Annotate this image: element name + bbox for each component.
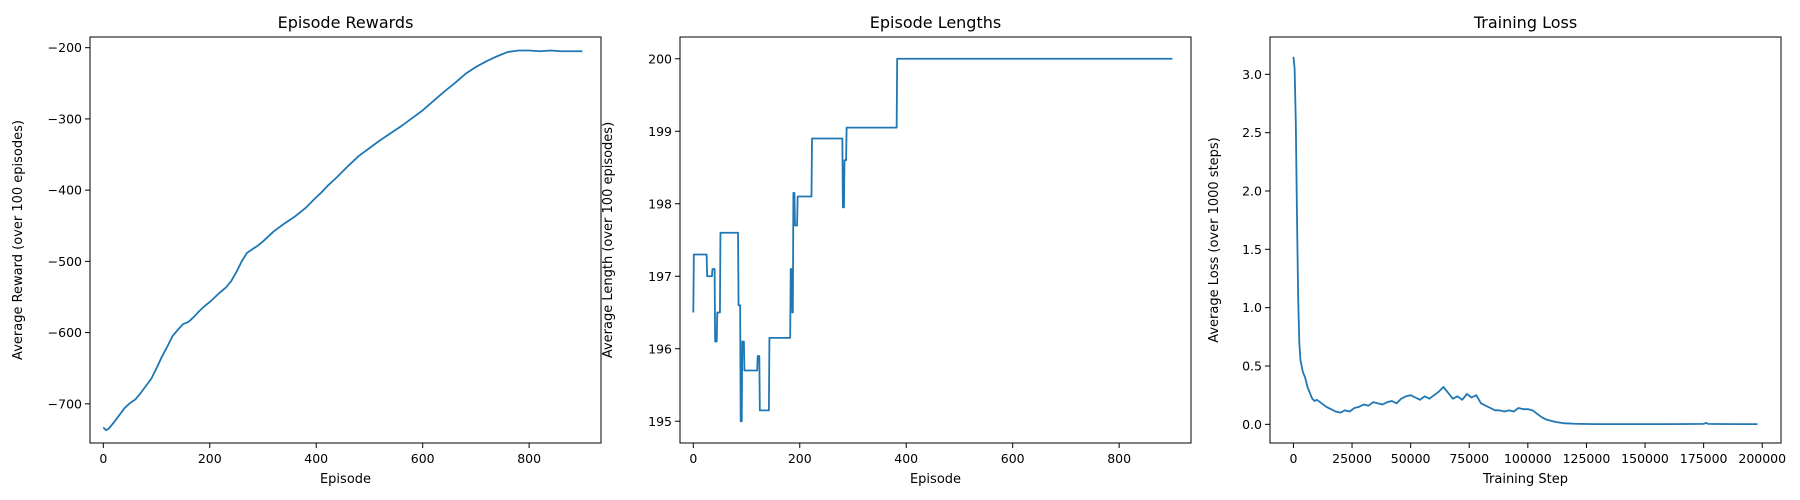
x-tick-label: 75000	[1449, 451, 1489, 466]
axes-frame	[1269, 36, 1782, 444]
y-tick-label: 199	[648, 124, 672, 139]
y-tick-label: −600	[48, 325, 82, 340]
x-tick-label: 0	[99, 451, 107, 466]
chart-panel-3: 0 25000 50000 75000 100000 125000 150000 175000…	[1207, 13, 1786, 487]
axes-frame	[679, 36, 1192, 444]
y-tick-label: 0.5	[1242, 359, 1262, 374]
x-tick-label: 200	[198, 451, 222, 466]
y-axis-label: Average Loss (over 1000 steps)	[1207, 137, 1222, 343]
y-axis-label: Average Reward (over 100 episodes)	[11, 120, 26, 360]
y-tick-label: 3.0	[1242, 67, 1262, 82]
x-tick-label: 0	[689, 451, 697, 466]
y-tick-label: −400	[48, 183, 82, 198]
y-tick-label: 2.0	[1242, 184, 1262, 199]
chart-panel-2: 0 200 400 600 800 195 196 197 198 199 200 Episode L…	[601, 13, 1192, 487]
x-axis-label: Episode	[320, 472, 371, 487]
x-tick-label: 175000	[1680, 451, 1728, 466]
x-tick-label: 600	[411, 451, 435, 466]
y-tick-label: 196	[648, 341, 672, 356]
chart-title: Training Loss	[1473, 13, 1577, 32]
y-tick-label: −700	[48, 396, 82, 411]
y-axis-label: Average Length (over 100 episodes)	[601, 122, 616, 358]
y-tick-label: 0.0	[1242, 417, 1262, 432]
y-tick-label: 1.5	[1242, 242, 1262, 257]
x-tick-label: 600	[1001, 451, 1025, 466]
chart-title: Episode Rewards	[278, 13, 414, 32]
y-tick-label: −300	[48, 111, 82, 126]
x-tick-label: 400	[304, 451, 328, 466]
y-tick-label: −200	[48, 40, 82, 55]
x-tick-label: 200	[788, 451, 812, 466]
chart-title: Episode Lengths	[870, 13, 1001, 32]
x-tick-label: 150000	[1621, 451, 1669, 466]
axes-frame	[89, 36, 602, 444]
x-tick-label: 0	[1289, 451, 1297, 466]
y-tick-label: 195	[648, 414, 672, 429]
x-axis-label: Episode	[910, 472, 961, 487]
y-tick-label: −500	[48, 254, 82, 269]
x-axis-label: Training Step	[1482, 472, 1568, 487]
x-tick-label: 800	[1107, 451, 1131, 466]
series-line	[692, 57, 1173, 423]
x-tick-label: 200000	[1738, 451, 1786, 466]
series-line	[102, 49, 583, 432]
x-tick-label: 125000	[1563, 451, 1611, 466]
x-tick-label: 100000	[1504, 451, 1552, 466]
x-tick-label: 50000	[1391, 451, 1431, 466]
chart-panel-1: 0 200 400 600 800 −700 −600 −500 −400 −300 −200 Epi…	[11, 13, 602, 487]
y-tick-label: 2.5	[1242, 125, 1262, 140]
y-tick-label: 198	[648, 196, 672, 211]
x-tick-label: 400	[894, 451, 918, 466]
y-tick-label: 200	[648, 51, 672, 66]
series-line	[1292, 56, 1758, 425]
x-tick-label: 800	[517, 451, 541, 466]
y-tick-label: 197	[648, 269, 672, 284]
x-tick-label: 25000	[1332, 451, 1372, 466]
y-tick-label: 1.0	[1242, 300, 1262, 315]
